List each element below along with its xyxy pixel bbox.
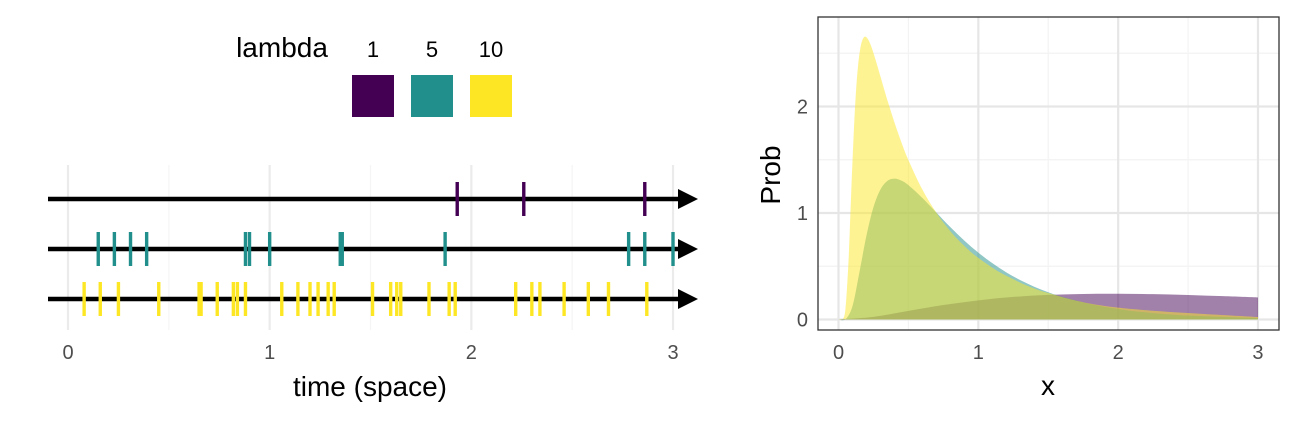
legend-swatch-1 xyxy=(352,75,394,117)
density-y-tick-label: 2 xyxy=(797,97,808,119)
timeline-x-tick-label: 3 xyxy=(667,342,678,364)
timeline-x-tick-label: 1 xyxy=(264,342,275,364)
legend-swatch-10 xyxy=(470,75,512,117)
density-area-lambda-10 xyxy=(838,36,1258,321)
timeline-arrowhead-lambda-1 xyxy=(678,189,698,209)
timeline-arrowhead-lambda-5 xyxy=(678,239,698,259)
legend-swatch-5 xyxy=(411,75,453,117)
density-y-axis-label: Prob xyxy=(755,145,786,204)
legend-label-10: 10 xyxy=(479,37,503,62)
legend: lambda 1 5 10 xyxy=(236,32,512,117)
density-y-tick-label: 0 xyxy=(797,310,808,332)
timeline-panel: 0 1 2 3 time (space) xyxy=(48,165,698,402)
density-x-axis-label: x xyxy=(1041,370,1055,401)
timeline-x-axis-label: time (space) xyxy=(293,371,447,402)
legend-label-1: 1 xyxy=(367,37,379,62)
density-y-tick-label: 1 xyxy=(797,203,808,225)
density-x-tick-label: 2 xyxy=(1113,342,1124,364)
legend-label-5: 5 xyxy=(426,37,438,62)
density-x-tick-label: 0 xyxy=(833,342,844,364)
density-panel: 0 1 2 3 0 1 2 x Prob xyxy=(755,16,1280,401)
timeline-x-tick-label: 2 xyxy=(466,342,477,364)
legend-title: lambda xyxy=(236,32,328,63)
density-x-tick-label: 1 xyxy=(973,342,984,364)
density-x-tick-label: 3 xyxy=(1252,342,1263,364)
timeline-arrowhead-lambda-10 xyxy=(678,289,698,309)
timeline-x-tick-label: 0 xyxy=(62,342,73,364)
density-plot-border xyxy=(817,16,1280,331)
